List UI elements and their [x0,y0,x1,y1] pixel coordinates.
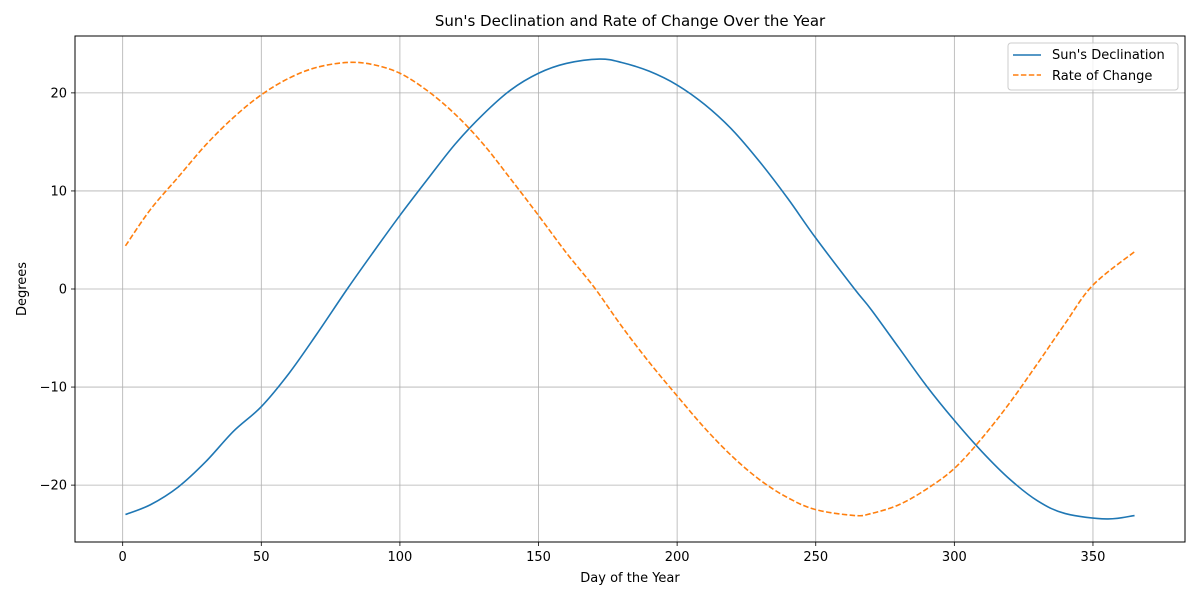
x-tick-label: 50 [253,550,270,565]
legend: Sun's Declination Rate of Change [1007,42,1179,91]
grid-layer [75,36,1185,542]
chart-title: Sun's Declination and Rate of Change Ove… [435,12,826,30]
y-axis-ticks: −20 −10 0 10 20 [40,86,75,494]
series-line-rate-of-change [124,61,1136,517]
legend-label-declination: Sun's Declination [1052,48,1165,63]
y-tick-label: 10 [50,184,67,199]
x-tick-label: 350 [1081,550,1106,565]
x-tick-label: 0 [119,550,127,565]
x-axis-ticks: 0 50 100 150 200 250 300 350 [119,542,1106,565]
x-tick-label: 300 [942,550,967,565]
x-tick-label: 200 [665,550,690,565]
y-tick-label: 20 [50,86,67,101]
x-tick-label: 150 [526,550,551,565]
series-layer [124,58,1136,520]
y-tick-label: −10 [40,381,67,396]
x-tick-label: 250 [803,550,828,565]
x-axis-label: Day of the Year [580,571,680,586]
legend-label-rate-of-change: Rate of Change [1052,69,1152,84]
legend-box [1007,42,1179,91]
x-tick-label: 100 [387,550,412,565]
y-axis-label: Degrees [15,262,30,316]
y-tick-label: 0 [59,283,67,298]
y-tick-label: −20 [40,479,67,494]
series-line-declination [125,58,1135,520]
